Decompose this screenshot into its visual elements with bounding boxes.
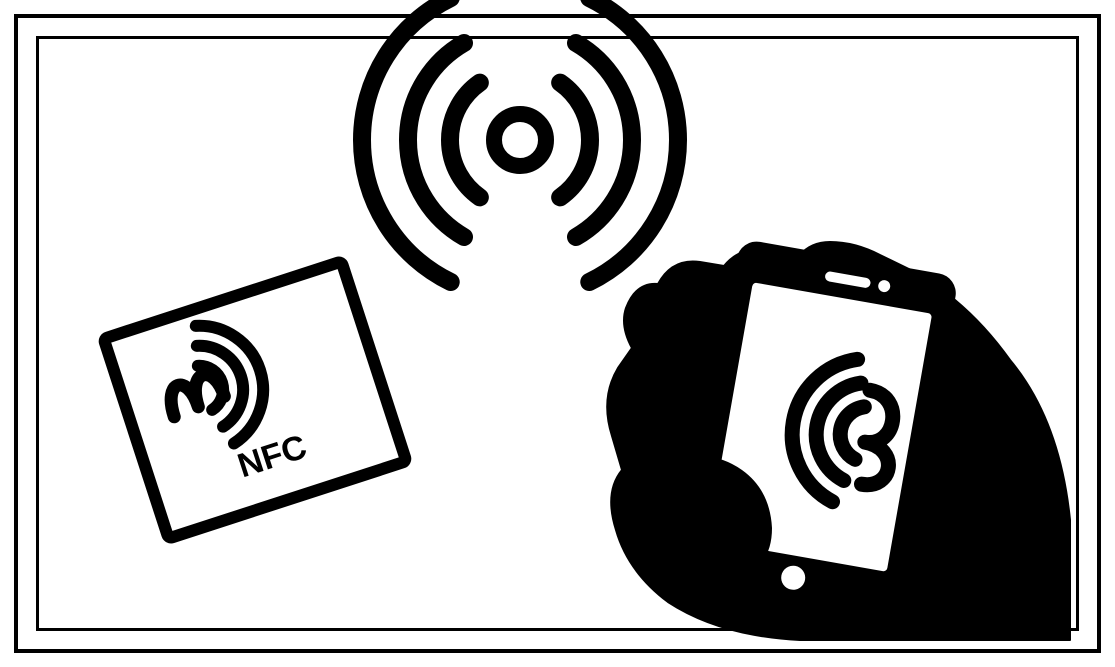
- diagram-canvas: NFC: [0, 0, 1115, 667]
- inner-frame: [36, 36, 1079, 631]
